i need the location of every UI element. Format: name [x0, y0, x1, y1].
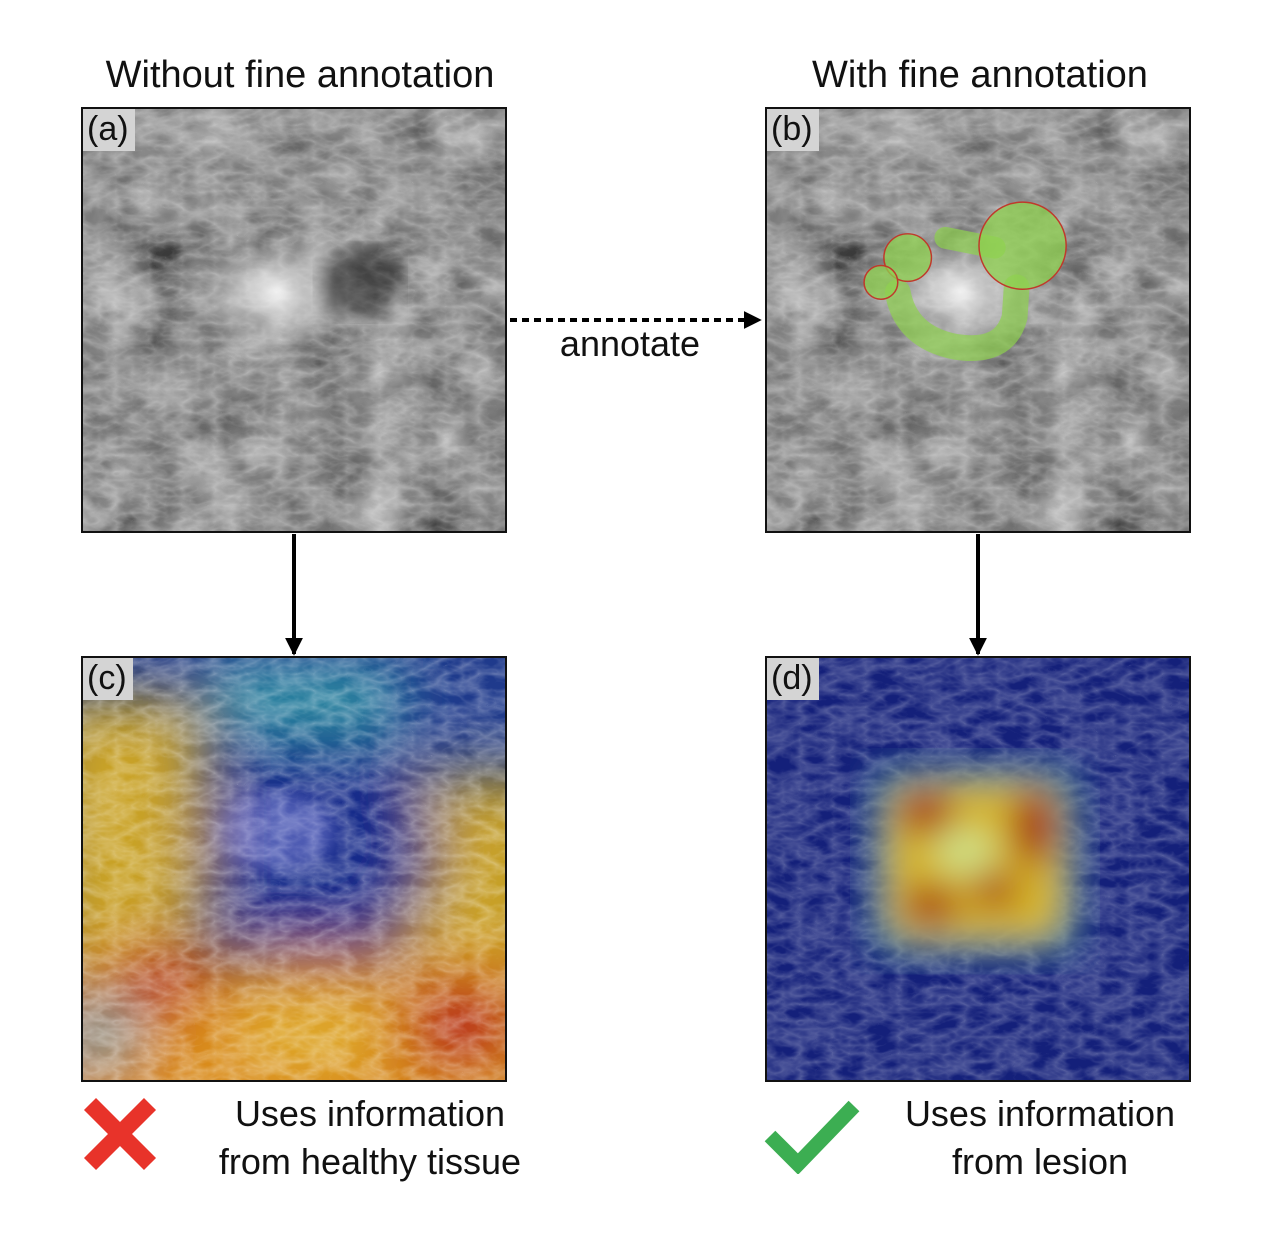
heading-with-annotation: With fine annotation — [812, 54, 1148, 96]
annotate-label: annotate — [520, 322, 740, 366]
annotated-mammogram-image — [767, 109, 1189, 531]
panel-d-heatmap-lesion: (d) — [765, 656, 1191, 1082]
panel-b-label: (b) — [767, 109, 819, 151]
panel-c-label: (c) — [83, 658, 133, 700]
result-lesion: Uses information from lesion — [860, 1090, 1220, 1186]
panel-a-mammogram: (a) — [81, 107, 507, 533]
panel-a-label: (a) — [83, 109, 135, 151]
result-right-line1: Uses information — [904, 1093, 1176, 1134]
panel-b-annotated-mammogram: (b) — [765, 107, 1191, 533]
result-right-line2: from lesion — [951, 1141, 1129, 1182]
result-healthy-tissue: Uses information from healthy tissue — [180, 1090, 560, 1186]
cross-icon — [83, 1097, 157, 1171]
result-left-line2: from healthy tissue — [218, 1141, 522, 1182]
heatmap-without-annotation — [83, 658, 505, 1080]
lesion-annotation-overlay — [863, 201, 1067, 361]
heading-without-annotation: Without fine annotation — [105, 54, 495, 96]
result-left-line1: Uses information — [234, 1093, 506, 1134]
check-icon — [764, 1100, 860, 1174]
mammogram-image — [83, 109, 505, 531]
heatmap-with-annotation — [767, 658, 1189, 1080]
panel-c-heatmap-healthy: (c) — [81, 656, 507, 1082]
panel-d-label: (d) — [767, 658, 819, 700]
